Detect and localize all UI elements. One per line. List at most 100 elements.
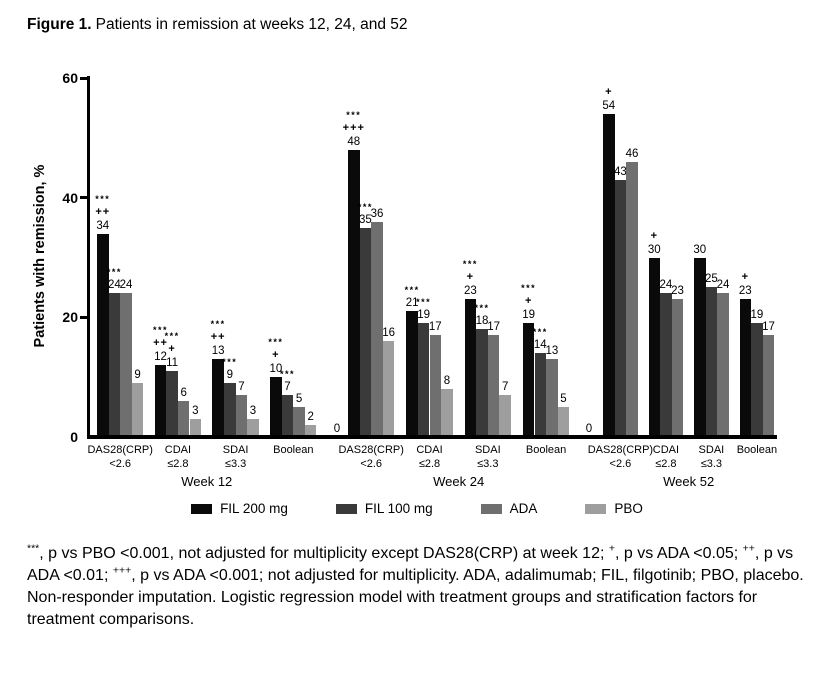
legend-item-pbo: PBO (585, 501, 643, 516)
bar-value-label: 23 (463, 285, 477, 298)
week-label-week-24: Week 24 (433, 474, 485, 489)
bar-annotation-pbo: 7 (502, 380, 508, 394)
category-label-sdai: SDAI ≤3.3 (475, 444, 501, 471)
bar-fil-200-mg (406, 311, 418, 437)
category-label-line: ≤2.8 (418, 457, 441, 470)
bar-ada (235, 395, 248, 437)
category-label-line: ≤3.3 (224, 457, 247, 470)
significance-plus: + (650, 229, 659, 242)
legend-item-ada: ADA (480, 501, 537, 516)
category-label-line: SDAI (222, 444, 249, 456)
bar-value-label: 23 (671, 285, 684, 298)
week-label-week-12: Week 12 (181, 474, 233, 489)
bar-annotation-fil-200-mg: +54 (602, 85, 615, 113)
bar-fil-200-mg (270, 377, 282, 437)
bar-fil-100-mg (660, 293, 672, 437)
bar-annotation-ada: 17 (487, 320, 500, 334)
significance-stars: *** (268, 337, 284, 348)
category-label-line: ≤3.3 (477, 457, 499, 470)
bar-annotation-fil-200-mg: +30 (648, 229, 661, 257)
bar-annotation-ada: 5 (296, 392, 302, 406)
significance-stars: *** (95, 193, 111, 204)
y-tick-mark (80, 315, 88, 319)
legend-label: FIL 200 mg (220, 501, 288, 516)
bar-value-label: 14 (533, 339, 547, 352)
legend-item-fil-200-mg: FIL 200 mg (191, 501, 288, 516)
significance-stars: *** (222, 357, 238, 368)
significance-plus: + (272, 349, 280, 362)
legend-label: PBO (614, 501, 643, 516)
bar-value-label: 3 (192, 405, 199, 418)
bar-annotation-fil-100-mg: *** 24 (107, 267, 122, 292)
bar-value-label: 0 (333, 423, 341, 435)
legend-swatch-pbo (585, 503, 607, 514)
bar-annotation-fil-200-mg: *** 21 (405, 285, 420, 310)
bar-annotation-fil-200-mg: 30 (693, 243, 706, 257)
bar-annotation-ada: 24 (717, 278, 730, 292)
bar-fil-200-mg (603, 113, 615, 437)
bar-annotation-pbo: 9 (134, 368, 140, 382)
category-label-line: ≤3.3 (700, 457, 723, 470)
bar-value-label: 9 (134, 369, 141, 382)
bar-fil-100-mg (614, 179, 627, 437)
bar-annotation-fil-100-mg: 19 (750, 308, 763, 322)
bar-pbo (189, 419, 202, 437)
bar-value-label: 7 (284, 381, 291, 394)
x-axis-line (87, 435, 777, 439)
bar-ada (371, 221, 383, 437)
bar-fil-200-mg (522, 323, 535, 437)
y-tick-mark (80, 196, 88, 200)
footnotes: ***, p vs PBO <0.001, not adjusted for m… (27, 543, 805, 631)
bar-fil-100-mg (534, 353, 547, 437)
bar-annotation-fil-200-mg: *** +++ 48 (343, 110, 365, 149)
bar-value-label: 17 (762, 321, 775, 334)
bar-annotation-fil-200-mg: *** +10 (268, 337, 283, 376)
significance-plus: +++ (342, 121, 365, 134)
bar-value-label: 48 (347, 135, 361, 148)
bar-annotation-fil-200-mg: *** ++ 34 (95, 194, 110, 233)
category-label-line: <2.6 (109, 457, 132, 470)
category-label-line: CDAI (652, 444, 680, 456)
bar-annotation-ada: 36 (371, 207, 384, 221)
bar-annotation-ada: 46 (626, 147, 639, 161)
bar-value-label: 16 (382, 327, 395, 340)
bar-fil-200-mg (212, 359, 224, 437)
bar-fil-100-mg (224, 383, 236, 437)
bar-value-label: 24 (659, 279, 673, 292)
bar-pbo (131, 383, 144, 437)
bar-ada (177, 401, 190, 437)
category-label-boolean: Boolean (526, 444, 566, 458)
legend-swatch-fil-200-mg (191, 503, 213, 514)
footnote-text: , p vs ADA <0.05; (615, 545, 743, 562)
bar-ada (626, 161, 638, 437)
bar-value-label: 24 (107, 279, 121, 292)
category-label-cdai: CDAI ≤2.8 (165, 444, 191, 471)
bar-fil-200-mg (694, 257, 706, 437)
y-tick-label: 60 (62, 70, 78, 87)
bar-annotation-ada: 23 (671, 284, 684, 298)
figure-title: Figure 1. Patients in remission at weeks … (27, 16, 408, 34)
bar-annotation-ada: 6 (180, 386, 186, 400)
significance-stars: *** (357, 201, 373, 212)
bar-value-label: 19 (417, 309, 431, 322)
bar-value-label: 54 (602, 99, 616, 112)
significance-plus: ++ (153, 337, 168, 350)
y-tick-mark (80, 76, 88, 80)
bar-annotation-pbo: 3 (250, 404, 256, 418)
bar-value-label: 17 (487, 321, 500, 334)
bar-annotation-fil-100-mg: *** 35 (358, 202, 373, 227)
figure-title-prefix: Figure 1. (27, 16, 92, 33)
bar-fil-200-mg (739, 299, 752, 437)
bar-fil-200-mg (97, 233, 109, 437)
bar-value-label: 11 (166, 357, 179, 370)
bar-value-label: 5 (295, 393, 303, 406)
footnote-text: , p vs ADA <0.001; not adjusted for mult… (131, 567, 804, 584)
category-label-line: SDAI (474, 444, 501, 456)
category-label-line: Boolean (736, 444, 778, 456)
significance-stars: *** (279, 369, 296, 380)
y-tick-label: 0 (70, 429, 78, 445)
significance-stars: *** (152, 325, 169, 336)
bar-annotation-fil-100-mg: 25 (705, 272, 718, 286)
bar-annotation-pbo: 2 (307, 410, 313, 424)
